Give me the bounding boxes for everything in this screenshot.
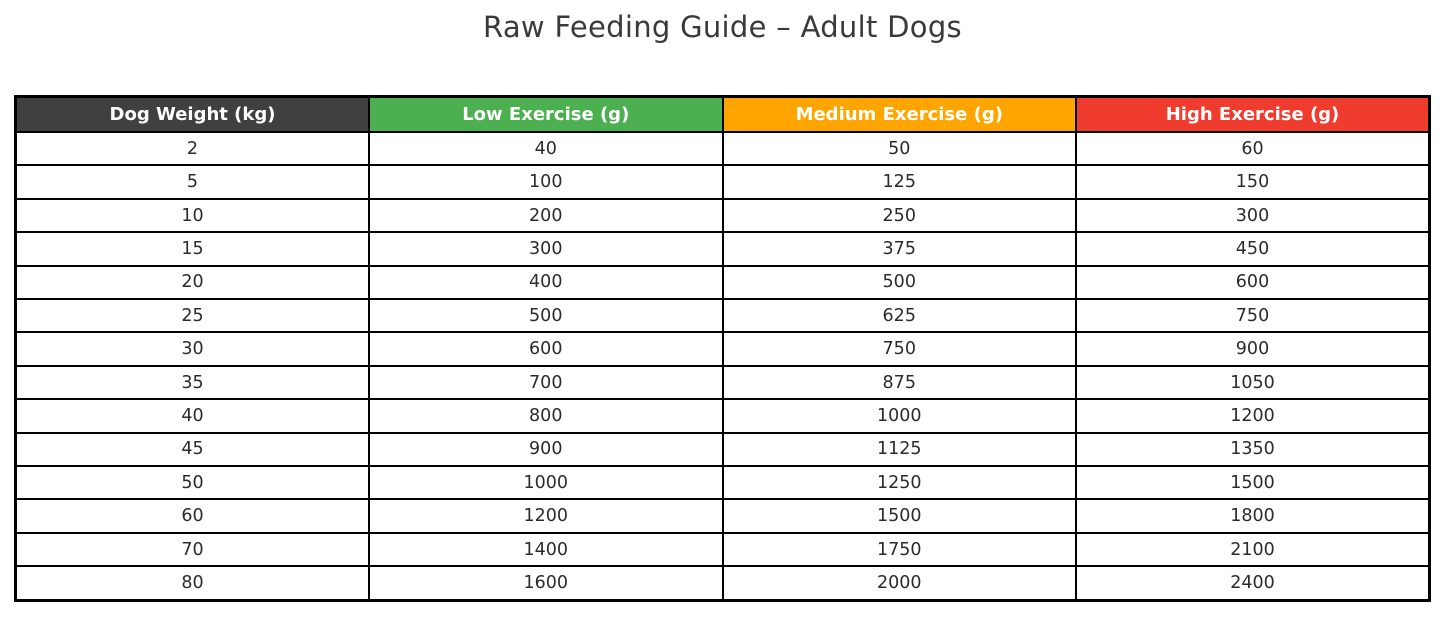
table-row: 15 300 375 450 [14,231,1431,267]
feeding-guide-table: Dog Weight (kg) Low Exercise (g) Medium Ex… [14,95,1431,602]
table-cell: 2400 [1075,565,1431,602]
page-title: Raw Feeding Guide – Adult Dogs [483,10,962,44]
table-cell: 750 [721,331,1077,367]
table-cell: 1200 [368,498,724,534]
table-row: 25 500 625 750 [14,298,1431,334]
column-header: Low Exercise (g) [368,95,724,133]
table-cell: 30 [14,331,370,367]
table-cell: 40 [14,398,370,434]
table-row: 10 200 250 300 [14,197,1431,234]
table-cell: 80 [14,565,370,602]
table-cell: 50 [14,465,370,501]
table-cell: 450 [1075,231,1431,267]
table-cell: 750 [1075,298,1431,334]
table-cell: 200 [368,197,724,234]
table-cell: 875 [721,364,1077,401]
table-row: 60 1200 1500 1800 [14,498,1431,534]
table-cell: 70 [14,531,370,568]
table-cell: 1200 [1075,398,1431,434]
table-cell: 20 [14,264,370,301]
table-cell: 300 [1075,197,1431,234]
table-body: 2 40 50 60 5 100 125 150 10 200 250 300 15 300 375 450 2… [14,130,1431,602]
table-cell: 45 [14,431,370,468]
table-cell: 500 [721,264,1077,301]
table-cell: 10 [14,197,370,234]
table-row: 50 1000 1250 1500 [14,465,1431,501]
table-cell: 1500 [721,498,1077,534]
table-row: 70 1400 1750 2100 [14,531,1431,568]
table-cell: 5 [14,164,370,200]
table-cell: 800 [368,398,724,434]
table-cell: 40 [368,130,724,167]
table-cell: 100 [368,164,724,200]
table-cell: 1600 [368,565,724,602]
column-header: Dog Weight (kg) [14,95,370,133]
table-row: 45 900 1125 1350 [14,431,1431,468]
table-header: Dog Weight (kg) Low Exercise (g) Medium Ex… [14,95,1431,133]
table-row: 30 600 750 900 [14,331,1431,367]
table-cell: 25 [14,298,370,334]
column-header: Medium Exercise (g) [721,95,1077,133]
table-row: 5 100 125 150 [14,164,1431,200]
table-row: 35 700 875 1050 [14,364,1431,401]
table-cell: 2100 [1075,531,1431,568]
table-cell: 625 [721,298,1077,334]
table-row: 40 800 1000 1200 [14,398,1431,434]
table-cell: 1400 [368,531,724,568]
table-row: 20 400 500 600 [14,264,1431,301]
table-header-row: Dog Weight (kg) Low Exercise (g) Medium Ex… [14,95,1431,133]
table-cell: 60 [14,498,370,534]
table-cell: 1000 [368,465,724,501]
table-cell: 60 [1075,130,1431,167]
table-cell: 700 [368,364,724,401]
table-cell: 2 [14,130,370,167]
table-cell: 900 [1075,331,1431,367]
table-cell: 600 [368,331,724,367]
table-cell: 1000 [721,398,1077,434]
table-cell: 1050 [1075,364,1431,401]
table-cell: 35 [14,364,370,401]
table-row: 80 1600 2000 2400 [14,565,1431,602]
table-cell: 400 [368,264,724,301]
table-cell: 1250 [721,465,1077,501]
table-cell: 500 [368,298,724,334]
column-header: High Exercise (g) [1075,95,1431,133]
table-cell: 125 [721,164,1077,200]
table-cell: 600 [1075,264,1431,301]
table-cell: 900 [368,431,724,468]
table-cell: 50 [721,130,1077,167]
table-cell: 1350 [1075,431,1431,468]
table-row: 2 40 50 60 [14,130,1431,167]
table-cell: 150 [1075,164,1431,200]
table-cell: 2000 [721,565,1077,602]
table-cell: 300 [368,231,724,267]
table-cell: 1500 [1075,465,1431,501]
table-cell: 375 [721,231,1077,267]
table-cell: 250 [721,197,1077,234]
table-cell: 1800 [1075,498,1431,534]
table-cell: 1125 [721,431,1077,468]
table-cell: 1750 [721,531,1077,568]
table-cell: 15 [14,231,370,267]
